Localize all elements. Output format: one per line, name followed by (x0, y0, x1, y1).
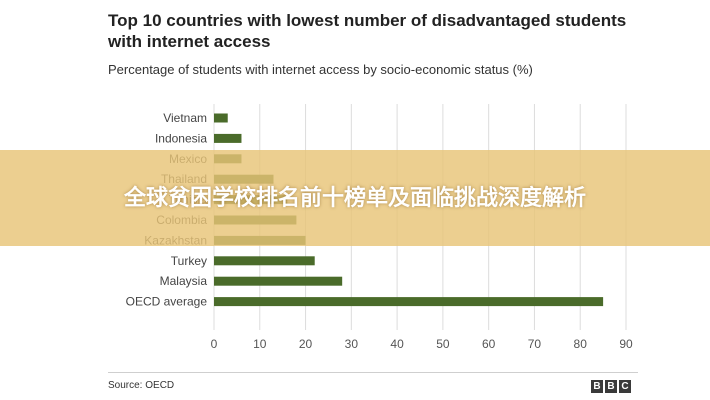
bar (214, 276, 343, 286)
x-tick-label: 20 (299, 337, 313, 351)
x-tick-label: 10 (253, 337, 267, 351)
x-tick-label: 30 (345, 337, 359, 351)
bar (214, 297, 604, 307)
logo-letter: B (605, 380, 617, 393)
category-label: Turkey (171, 254, 207, 268)
x-tick-label: 40 (390, 337, 404, 351)
chart-title: Top 10 countries with lowest number of d… (108, 11, 627, 51)
chart-subtitle: Percentage of students with internet acc… (108, 62, 533, 77)
bar (214, 256, 315, 266)
logo-letter: C (619, 380, 631, 393)
overlay-banner: 全球贫困学校排名前十榜单及面临挑战深度解析 (0, 150, 710, 246)
x-tick-label: 90 (619, 337, 633, 351)
x-tick-label: 70 (528, 337, 542, 351)
category-label: OECD average (126, 295, 208, 309)
x-tick-label: 50 (436, 337, 450, 351)
x-tick-label: 0 (211, 337, 218, 351)
bbc-logo: B B C (591, 380, 631, 393)
banner-text: 全球贫困学校排名前十榜单及面临挑战深度解析 (123, 185, 586, 210)
bar (214, 133, 242, 143)
category-label: Vietnam (163, 111, 207, 125)
logo-letter: B (591, 380, 603, 393)
bar (214, 113, 228, 123)
category-label: Indonesia (155, 131, 207, 145)
x-tick-label: 80 (574, 337, 588, 351)
category-label: Malaysia (160, 274, 208, 288)
x-tick-label: 60 (482, 337, 496, 351)
footer-divider (108, 372, 638, 373)
source-note: Source: OECD (108, 380, 175, 391)
